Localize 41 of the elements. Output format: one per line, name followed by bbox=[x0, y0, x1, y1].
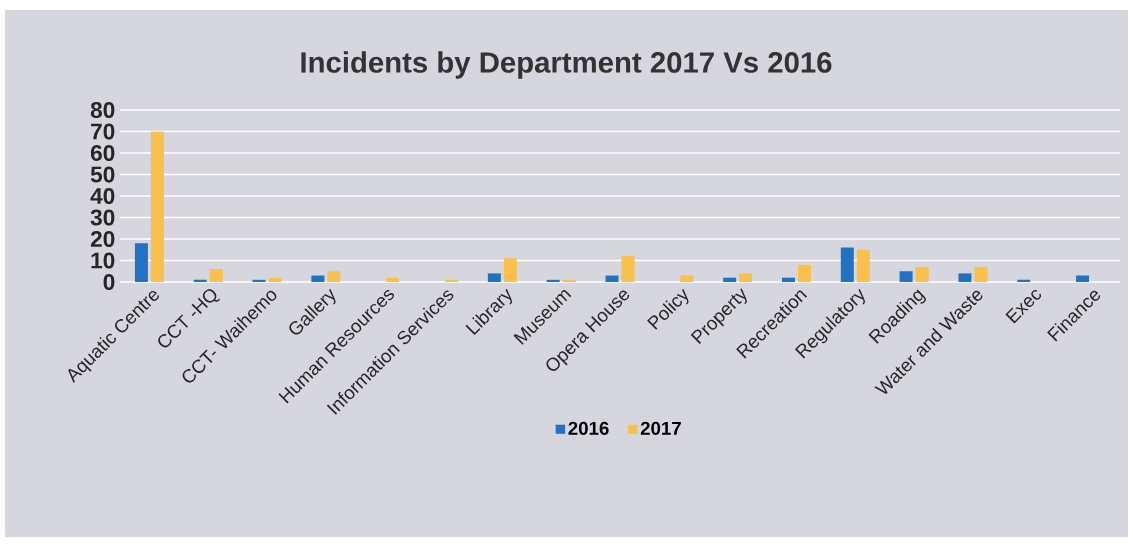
bar bbox=[915, 266, 929, 282]
legend-label: 2017 bbox=[640, 421, 681, 435]
bar bbox=[739, 273, 753, 282]
y-tick-label: 40 bbox=[90, 187, 115, 205]
bar bbox=[562, 279, 576, 282]
legend-label: 2016 bbox=[568, 421, 609, 435]
bar bbox=[958, 273, 972, 282]
bar bbox=[209, 269, 223, 282]
y-tick-label: 50 bbox=[90, 166, 115, 183]
bar bbox=[781, 277, 795, 282]
bar bbox=[150, 131, 164, 282]
bar bbox=[311, 275, 325, 282]
y-tick-label: 10 bbox=[91, 252, 115, 269]
bar bbox=[797, 264, 811, 282]
chart-title: Incidents by Department 2017 Vs 2016 bbox=[301, 51, 832, 79]
y-tick-label: 60 bbox=[90, 144, 115, 162]
bar bbox=[268, 277, 282, 282]
bar bbox=[974, 266, 988, 282]
y-tick-label: 0 bbox=[103, 273, 115, 291]
bar bbox=[840, 247, 854, 282]
bar bbox=[503, 258, 517, 282]
y-tick-label: 30 bbox=[90, 209, 115, 226]
bar bbox=[386, 277, 400, 282]
bar bbox=[1017, 279, 1031, 282]
bar bbox=[1076, 275, 1090, 282]
bar bbox=[899, 271, 913, 282]
bar bbox=[487, 273, 501, 282]
bar bbox=[621, 256, 635, 282]
bar bbox=[680, 275, 694, 282]
bar bbox=[193, 279, 207, 282]
y-tick-label: 70 bbox=[91, 123, 115, 140]
y-tick-label: 20 bbox=[90, 230, 115, 248]
bar bbox=[445, 279, 459, 282]
bar bbox=[856, 249, 870, 282]
bar bbox=[546, 279, 560, 282]
bar bbox=[605, 275, 619, 282]
bar bbox=[327, 271, 341, 282]
bar bbox=[723, 277, 737, 282]
y-tick-label: 80 bbox=[90, 101, 115, 119]
bar bbox=[134, 243, 148, 282]
bar bbox=[252, 279, 266, 282]
